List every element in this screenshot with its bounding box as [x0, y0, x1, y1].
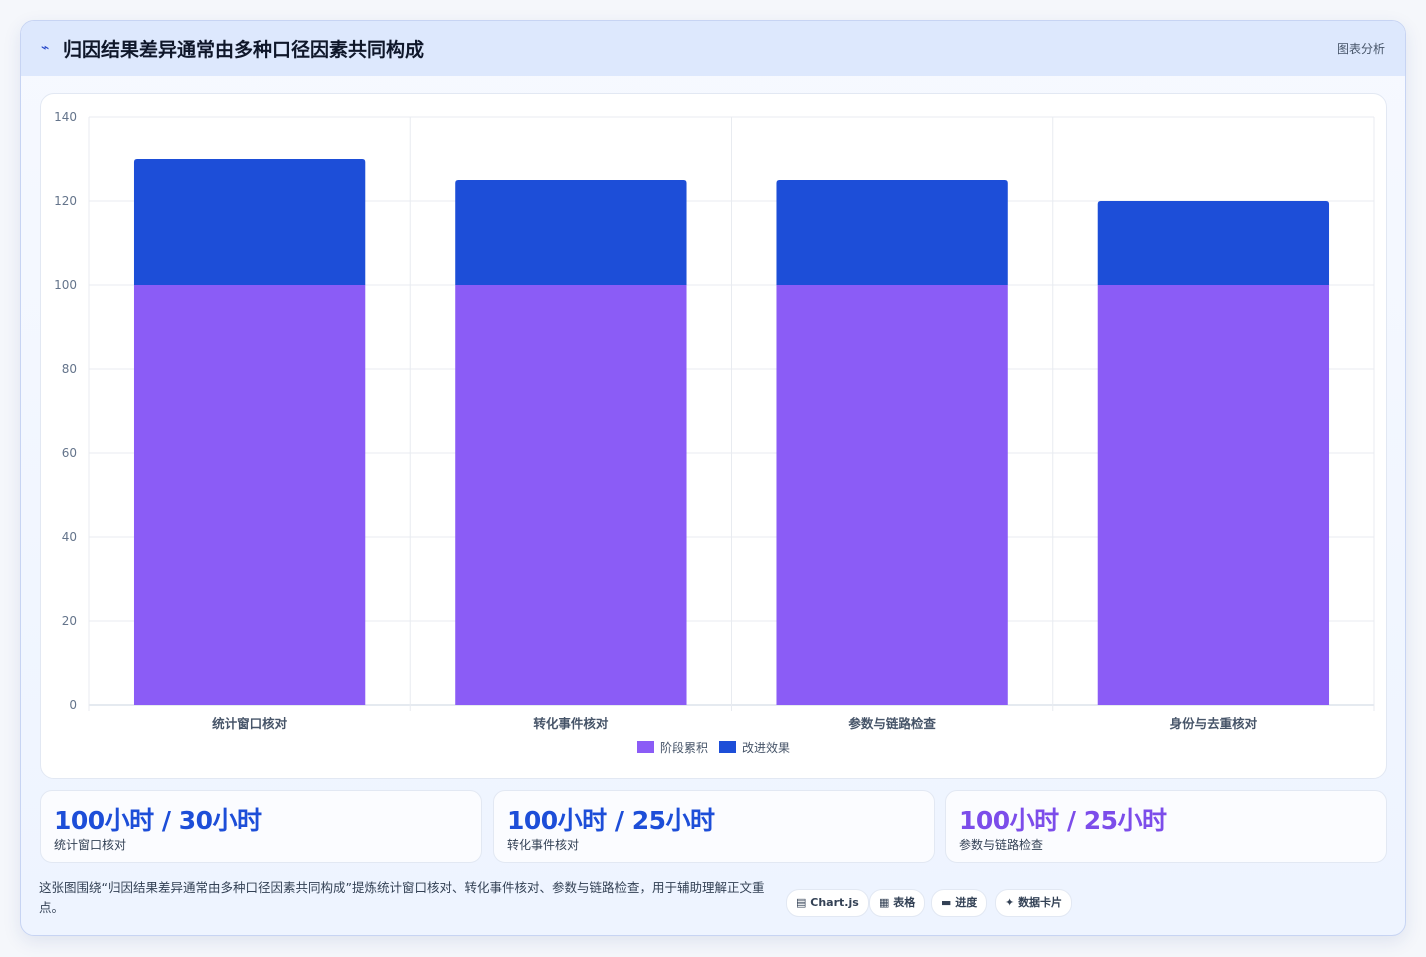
pill-chartjs[interactable]: ▤ Chart.js [786, 889, 869, 917]
kpi-label: 转化事件核对 [507, 838, 580, 852]
kpi-card-3: 100小时 / 25小时 参数与链路检查 [945, 790, 1387, 863]
y-tick-label: 0 [69, 698, 77, 712]
y-tick-label: 60 [62, 446, 77, 460]
bar-segment-2 [1097, 201, 1330, 285]
kpi-card-1: 100小时 / 30小时 统计窗口核对 [40, 790, 482, 863]
bar-segment-2 [776, 180, 1008, 285]
sparkle-icon: ✦ [1005, 896, 1015, 909]
pill-label: 数据卡片 [1018, 896, 1063, 909]
bar-segment-1 [133, 285, 366, 705]
bar-segment-1 [1097, 285, 1330, 705]
chart-analysis-tag: 图表分析 [1336, 42, 1385, 56]
pill-label: Chart.js [810, 896, 859, 909]
stacked-bar-chart: 0 20 40 60 80 100 120 140 统计窗口核对 转化事件核对 参数与链路检查 身份与… [54, 110, 1375, 755]
x-tick-label: 统计窗口核对 [212, 716, 288, 731]
y-tick-label: 40 [62, 530, 77, 544]
card-title: 归因结果差异通常由多种口径因素共同构成 [63, 39, 425, 61]
kpi-value: 100小时 / 30小时 [54, 806, 262, 835]
pill-data-cards[interactable]: ✦ 数据卡片 [995, 889, 1073, 917]
x-tick-label: 参数与链路检查 [848, 716, 936, 731]
y-tick-label: 20 [62, 614, 77, 628]
chart-container: 0 20 40 60 80 100 120 140 统计窗口核对 转化事件核对 参数与链路检查 身份与… [40, 93, 1387, 779]
pill-progress[interactable]: ▬ 进度 [931, 889, 988, 917]
x-tick-label: 身份与去重核对 [1170, 716, 1258, 731]
bar-segment-1 [776, 285, 1008, 705]
bar-segment-2 [455, 180, 687, 285]
kpi-value: 100小时 / 25小时 [507, 806, 715, 835]
pill-table[interactable]: ▦ 表格 [869, 889, 926, 917]
chart-card: ⌁ 归因结果差异通常由多种口径因素共同构成 图表分析 0 20 40 60 80 100 1… [20, 20, 1406, 936]
y-tick-label: 100 [54, 278, 77, 292]
bar-segment-2 [133, 159, 366, 285]
kpi-label: 参数与链路检查 [959, 838, 1044, 852]
table-icon: ▦ [879, 896, 890, 909]
progress-icon: ▬ [941, 896, 952, 909]
legend-label: 改进效果 [742, 740, 790, 755]
bar-segment-1 [455, 285, 687, 705]
legend-swatch [637, 741, 654, 753]
legend-label: 阶段累积 [660, 740, 708, 755]
y-tick-label: 80 [62, 362, 77, 376]
kpi-card-2: 100小时 / 25小时 转化事件核对 [493, 790, 935, 863]
card-header: ⌁ 归因结果差异通常由多种口径因素共同构成 图表分析 [21, 21, 1405, 76]
pill-label: 进度 [955, 896, 978, 909]
y-tick-label: 140 [54, 110, 77, 124]
chart-line-icon: ⌁ [41, 40, 50, 56]
kpi-value: 100小时 / 25小时 [959, 806, 1167, 835]
kpi-label: 统计窗口核对 [54, 838, 127, 852]
y-tick-label: 120 [54, 194, 77, 208]
window-icon: ▤ [796, 896, 807, 909]
chart-description: 这张图围绕“归因结果差异通常由多种口径因素共同构成”提炼统计窗口核对、转化事件核… [39, 880, 765, 915]
x-tick-label: 转化事件核对 [533, 716, 609, 731]
pill-label: 表格 [893, 896, 916, 909]
legend-swatch [719, 741, 736, 753]
